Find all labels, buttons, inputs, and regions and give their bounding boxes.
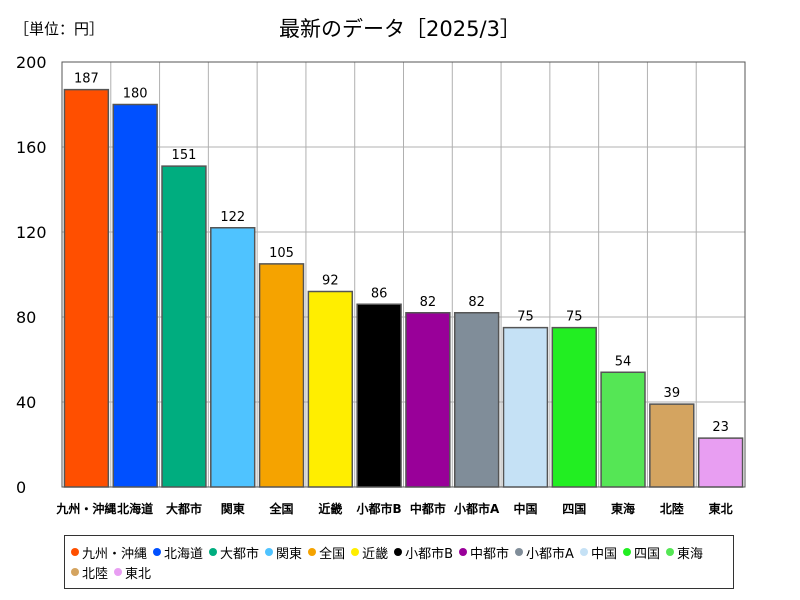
legend-item: 中都市 — [459, 542, 509, 562]
x-tick-label: 東海 — [611, 501, 635, 516]
bar — [258, 263, 305, 488]
bar — [307, 290, 354, 488]
legend-label: 小都市A — [526, 546, 574, 562]
legend-swatch — [153, 548, 162, 556]
legend-item: 九州・沖縄 — [71, 542, 147, 562]
legend-swatch — [579, 548, 588, 556]
bar — [502, 326, 549, 488]
legend-label: 大都市 — [220, 546, 260, 562]
legend-swatch — [209, 548, 218, 556]
bar-value-label: 151 — [172, 148, 197, 163]
chart-title: 最新のデータ［2025/3］ — [279, 17, 521, 41]
x-tick-label: 中都市 — [410, 501, 446, 516]
legend-item: 関東 — [265, 542, 302, 562]
legend-label: 近畿 — [362, 546, 389, 562]
x-tick-label: 中国 — [513, 501, 537, 516]
x-tick-label: 東北 — [709, 501, 733, 516]
bar-value-label: 82 — [468, 295, 485, 310]
legend-item: 小都市A — [515, 542, 574, 562]
bar-value-label: 82 — [420, 295, 437, 310]
bar-value-label: 92 — [322, 274, 339, 289]
legend-swatch — [459, 548, 468, 556]
bar — [697, 437, 744, 488]
bar-value-label: 105 — [269, 246, 294, 261]
legend-swatch — [622, 548, 631, 556]
legend-label: 中都市 — [470, 546, 510, 562]
bar — [210, 227, 256, 488]
x-tick-label: 全国 — [269, 501, 294, 516]
x-tick-label: 四国 — [562, 502, 586, 516]
bar — [600, 371, 646, 488]
legend-label: 北陸 — [82, 566, 109, 582]
legend-label: 四国 — [633, 546, 660, 562]
bar-value-label: 86 — [371, 286, 388, 301]
bar — [453, 312, 500, 488]
legend-item: 近畿 — [351, 542, 388, 562]
legend-swatch — [394, 548, 403, 556]
bar — [63, 88, 110, 488]
bar-value-label: 122 — [220, 210, 245, 225]
legend-swatch — [71, 568, 79, 576]
legend-swatch — [351, 548, 360, 556]
legend-item: 東北 — [114, 562, 151, 582]
bar-value-label: 75 — [566, 310, 583, 325]
bar-chart: 0 40 80 120 160 200 187 九州・沖縄 180 北海道 151 大都市 122 関東 1… — [16, 53, 746, 516]
y-tick-label: 0 — [16, 478, 26, 497]
legend-label: 中国 — [590, 546, 617, 562]
x-tick-label: 大都市 — [166, 501, 202, 516]
bar-value-label: 39 — [664, 386, 681, 401]
bar-value-label: 54 — [615, 354, 632, 369]
legend-swatch — [265, 548, 274, 556]
chart-legend: 九州・沖縄 北海道 大都市 関東 全国 近畿 小都市B 中都市 小都市A 中国 四国 東海北陸 東北 — [64, 535, 734, 589]
bar — [405, 312, 451, 488]
y-tick-label: 40 — [16, 393, 36, 412]
legend-item: 東海 — [665, 542, 703, 562]
x-tick-label: 北陸 — [660, 501, 684, 516]
legend-item: 大都市 — [209, 542, 259, 562]
y-tick-label: 120 — [16, 223, 47, 242]
legend-item: 北陸 — [71, 562, 108, 582]
unit-label: ［単位：円］ — [14, 20, 105, 38]
x-tick-label: 関東 — [221, 501, 245, 516]
plot-area — [61, 61, 746, 488]
bar — [161, 165, 207, 488]
legend-label: 東北 — [125, 566, 152, 582]
x-tick-label: 九州・沖縄 — [55, 501, 116, 516]
legend-label: 小都市B — [405, 546, 454, 562]
bar — [356, 303, 402, 488]
legend-swatch — [515, 548, 524, 556]
bar-value-label: 180 — [123, 87, 148, 102]
legend-swatch — [665, 548, 674, 556]
x-tick-label: 近畿 — [318, 501, 342, 516]
legend-label: 九州・沖縄 — [82, 546, 148, 562]
y-tick-label: 80 — [16, 308, 36, 327]
legend-item: 四国 — [622, 542, 660, 562]
bar-value-label: 23 — [712, 420, 729, 435]
legend-label: 東海 — [676, 546, 703, 562]
legend-swatch — [114, 568, 123, 576]
legend-item: 中国 — [579, 542, 617, 562]
y-tick-label: 200 — [16, 53, 47, 72]
legend-item: 北海道 — [153, 542, 203, 562]
x-tick-label: 北海道 — [117, 501, 153, 516]
legend-label: 全国 — [319, 546, 346, 562]
bar-value-label: 187 — [74, 72, 99, 87]
legend-swatch — [71, 548, 79, 556]
legend-label: 北海道 — [164, 546, 204, 562]
bar — [551, 326, 597, 488]
legend-item: 全国 — [308, 542, 345, 562]
bar-value-label: 75 — [517, 310, 534, 325]
bar — [649, 403, 695, 488]
x-tick-label: 小都市B — [357, 501, 402, 516]
legend-label: 関東 — [276, 546, 303, 562]
legend-swatch — [308, 548, 317, 556]
bar — [112, 103, 158, 488]
y-tick-label: 160 — [16, 138, 47, 157]
x-tick-label: 小都市A — [454, 501, 500, 516]
legend-item: 小都市B — [394, 542, 453, 562]
